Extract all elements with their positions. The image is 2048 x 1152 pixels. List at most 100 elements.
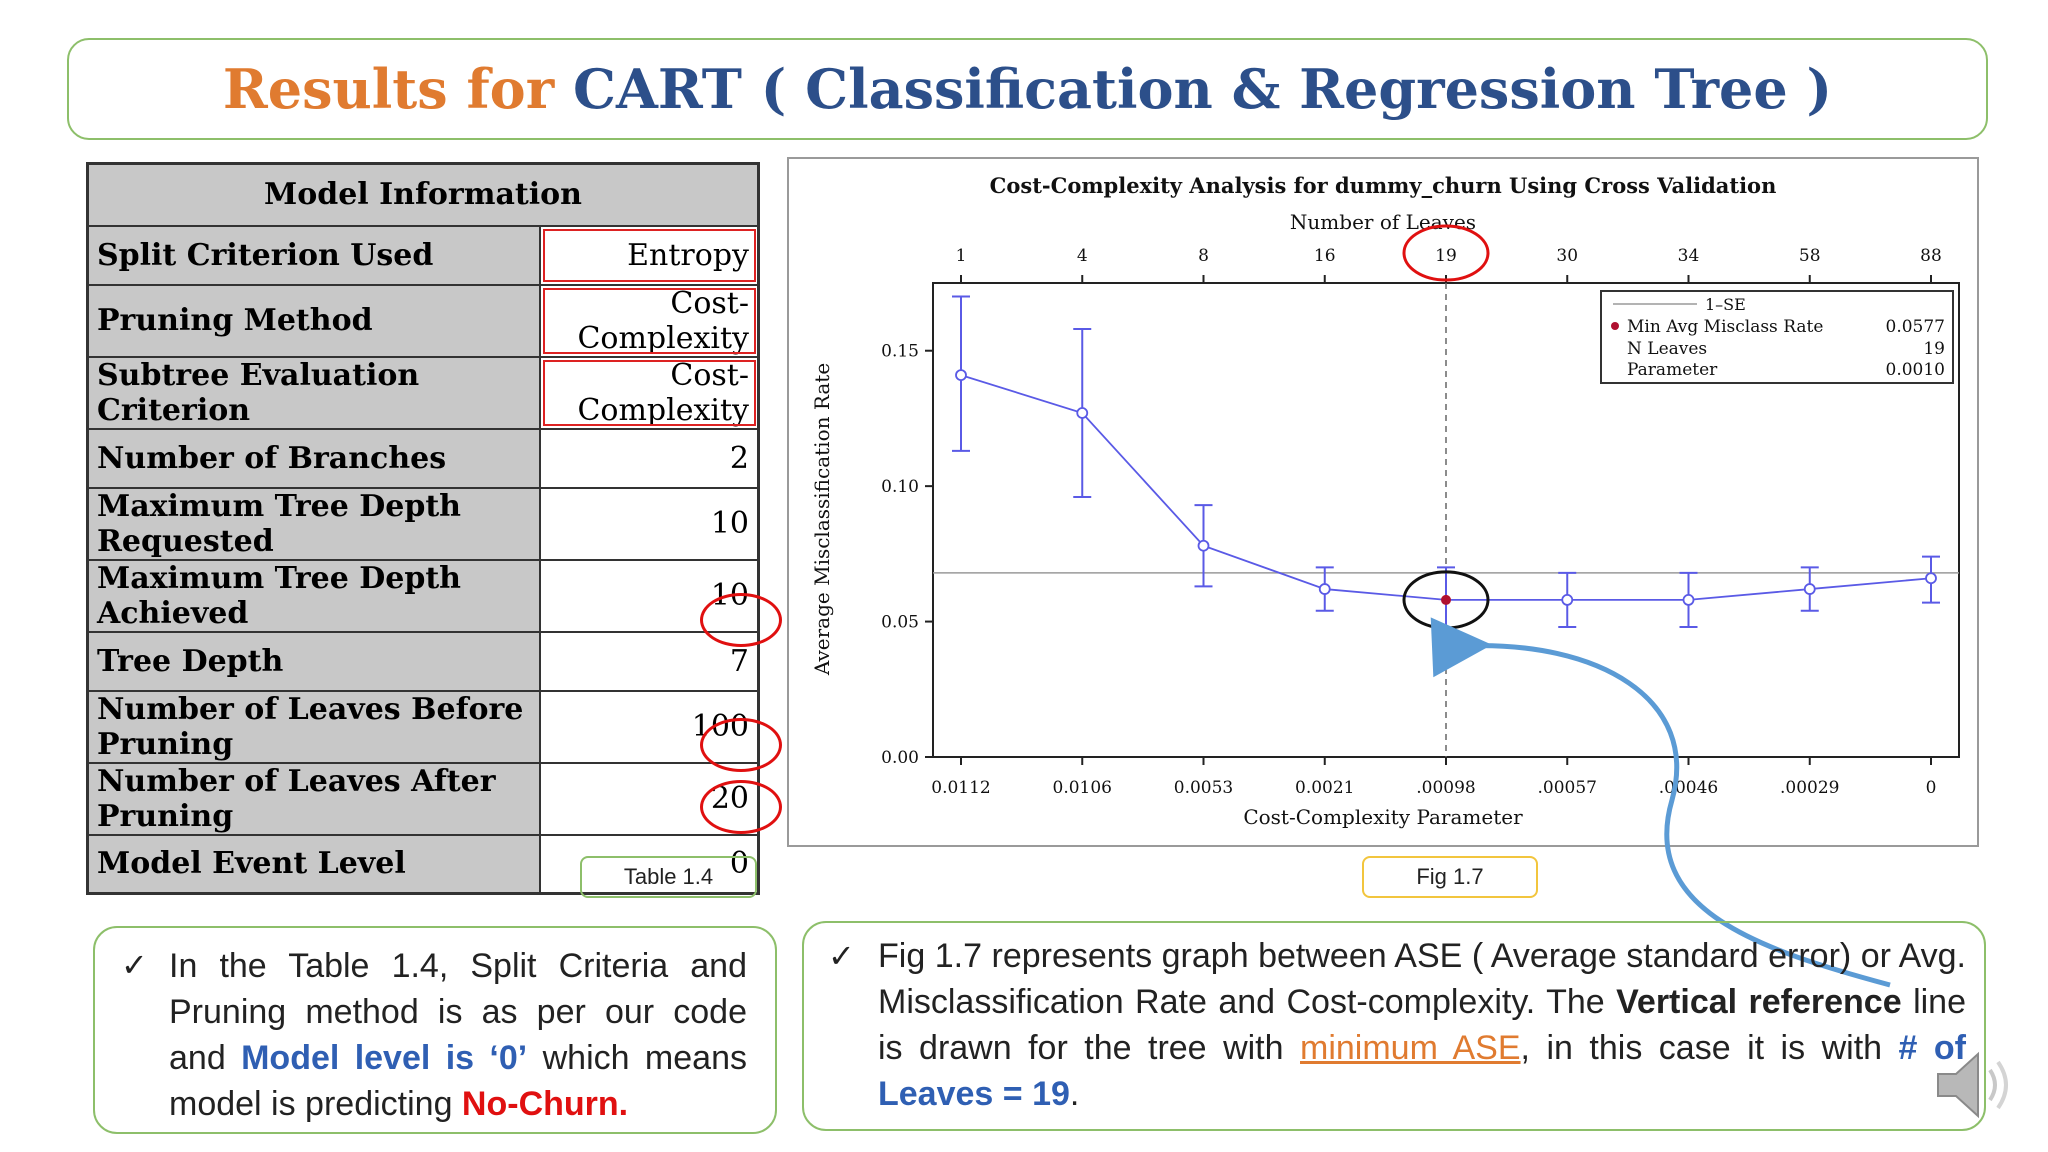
check-icon: ✓ xyxy=(828,938,855,974)
legend-param-value: 0.0010 xyxy=(1886,360,1945,380)
note-highlight: Vertical reference xyxy=(1616,983,1902,1021)
top-tick-label: 8 xyxy=(1198,246,1209,266)
x-tick-label: .00029 xyxy=(1780,778,1839,798)
table-row: Maximum Tree Depth Requested 10 xyxy=(86,486,760,561)
top-tick-label: 30 xyxy=(1556,246,1578,266)
highlight-ring-tree-depth xyxy=(700,593,782,647)
table-row: Number of Leaves After Pruning 20 xyxy=(86,761,760,836)
top-tick-label: 1 xyxy=(956,246,967,266)
table-row: Number of Branches 2 xyxy=(86,427,760,489)
legend-one-se: 1–SE xyxy=(1705,295,1746,314)
table-row: Model Event Level 0 xyxy=(86,833,760,895)
y-tick-label: 0.05 xyxy=(881,613,919,633)
row-value: 0 xyxy=(538,833,760,895)
x-tick-label: .00046 xyxy=(1659,778,1718,798)
note-text: , in this case it is with xyxy=(1520,1029,1899,1067)
chart-title: Cost-Complexity Analysis for dummy_churn… xyxy=(990,173,1777,198)
title-part-2: CART ( Classification & Regression Tree … xyxy=(572,57,1833,121)
table-row: Split Criterion Used Entropy xyxy=(86,224,760,286)
row-label: Subtree Evaluation Criterion xyxy=(86,355,541,430)
row-label: Number of Leaves Before Pruning xyxy=(86,689,541,764)
y-tick-label: 0.15 xyxy=(881,342,919,362)
top-tick-label: 58 xyxy=(1799,246,1821,266)
chart-panel: Cost-Complexity Analysis for dummy_churn… xyxy=(787,157,1979,847)
note-text: . xyxy=(1069,1075,1080,1113)
figure-caption: Fig 1.7 xyxy=(1362,856,1538,898)
table-row: Tree Depth 7 xyxy=(86,630,760,692)
row-label: Maximum Tree Depth Requested xyxy=(86,486,541,561)
table-row: Maximum Tree Depth Achieved 10 xyxy=(86,558,760,633)
model-information-table: Model Information Split Criterion Used E… xyxy=(86,162,760,895)
chart-legend: 1–SE Min Avg Misclass Rate 0.0577 N Leav… xyxy=(1600,290,1954,384)
table-row: Subtree Evaluation Criterion Cost-Comple… xyxy=(86,355,760,430)
legend-leaves-label: N Leaves xyxy=(1627,339,1707,359)
row-label: Model Event Level xyxy=(86,833,541,895)
note-text: In the Table 1.4, Split Criteria and Pru… xyxy=(169,947,747,1077)
row-value: Cost-Complexity xyxy=(538,283,760,358)
min-point xyxy=(1441,594,1451,605)
table-row: Pruning Method Cost-Complexity xyxy=(86,283,760,358)
x-tick-label: 0.0053 xyxy=(1174,778,1233,798)
y-tick-label: 0.10 xyxy=(881,477,919,497)
data-point xyxy=(1682,594,1695,606)
note-right: ✓ Fig 1.7 represents graph between ASE (… xyxy=(802,921,1986,1131)
data-point xyxy=(1561,594,1574,606)
check-icon: ✓ xyxy=(121,947,148,983)
top-tick-label: 4 xyxy=(1077,246,1088,266)
row-label: Maximum Tree Depth Achieved xyxy=(86,558,541,633)
table-row: Number of Leaves Before Pruning 100 xyxy=(86,689,760,764)
top-tick-label: 16 xyxy=(1314,246,1336,266)
note-left: ✓ In the Table 1.4, Split Criteria and P… xyxy=(93,926,777,1134)
highlight-ring-event-level xyxy=(700,780,782,834)
x-tick-label: .00057 xyxy=(1538,778,1597,798)
cost-complexity-chart: Cost-Complexity Analysis for dummy_churn… xyxy=(810,173,1960,829)
top-axis-label: Number of Leaves xyxy=(1290,210,1476,234)
data-point xyxy=(1803,583,1816,595)
note-link: minimum ASE xyxy=(1300,1029,1521,1067)
data-point xyxy=(1318,583,1331,595)
x-tick-label: 0 xyxy=(1926,778,1937,798)
legend-min-label: Min Avg Misclass Rate xyxy=(1627,317,1823,337)
y-axis-label: Average Misclassification Rate xyxy=(810,363,834,676)
row-value: Cost-Complexity xyxy=(538,355,760,430)
speaker-icon[interactable] xyxy=(1930,1040,2030,1130)
x-tick-label: 0.0021 xyxy=(1295,778,1354,798)
legend-min-value: 0.0577 xyxy=(1886,317,1945,337)
row-value: 10 xyxy=(538,486,760,561)
row-label: Split Criterion Used xyxy=(86,224,541,286)
data-point xyxy=(1925,572,1937,585)
note-right-text: Fig 1.7 represents graph between ASE ( A… xyxy=(878,933,1966,1117)
note-text: line is drawn for the tree with xyxy=(878,983,1966,1067)
note-text: which means model is predicting xyxy=(169,1039,747,1123)
highlight-ring-leaves-after xyxy=(700,718,782,772)
data-point xyxy=(1197,539,1210,552)
note-highlight: No-Churn. xyxy=(461,1085,629,1123)
data-point xyxy=(1076,407,1089,419)
x-tick-label: .00098 xyxy=(1416,778,1475,798)
note-left-text: In the Table 1.4, Split Criteria and Pru… xyxy=(169,943,747,1127)
row-label: Number of Branches xyxy=(86,427,541,489)
note-text: Fig 1.7 represents graph between ASE ( A… xyxy=(878,937,1966,1021)
x-axis-label: Cost-Complexity Parameter xyxy=(1243,805,1523,829)
row-label: Tree Depth xyxy=(86,630,541,692)
top-tick-label: 88 xyxy=(1920,246,1942,266)
data-point xyxy=(955,369,967,381)
highlight-19-ellipse xyxy=(1402,224,1490,282)
note-highlight: # of Leaves = 19 xyxy=(878,1029,1967,1113)
top-tick-label: 19 xyxy=(1435,246,1457,266)
row-label: Pruning Method xyxy=(86,283,541,358)
slide-title: Results for CART ( Classification & Regr… xyxy=(67,38,1988,140)
top-tick-label: 34 xyxy=(1678,246,1700,266)
legend-leaves-value: 19 xyxy=(1923,339,1945,359)
y-tick-label: 0.00 xyxy=(881,748,919,768)
table-header: Model Information xyxy=(86,162,760,227)
x-tick-label: 0.0112 xyxy=(931,778,990,798)
title-part-1: Results for xyxy=(222,57,555,121)
table-caption: Table 1.4 xyxy=(580,856,757,898)
row-value: 2 xyxy=(538,427,760,489)
legend-param-label: Parameter xyxy=(1627,360,1718,380)
row-label: Number of Leaves After Pruning xyxy=(86,761,541,836)
x-tick-label: 0.0106 xyxy=(1053,778,1112,798)
note-highlight: Model level is ‘0’ xyxy=(241,1039,528,1077)
row-value: Entropy xyxy=(538,224,760,286)
